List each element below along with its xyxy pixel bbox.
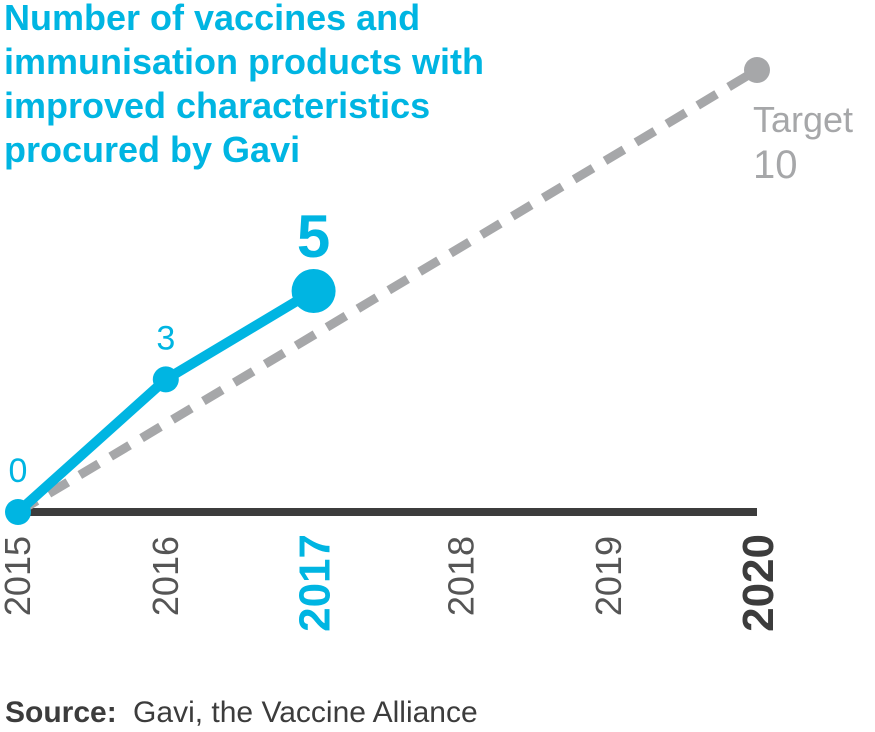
- x-tick-label: 2016: [145, 536, 186, 616]
- title-line: procured by Gavi: [4, 129, 300, 170]
- data-label: 0: [9, 452, 28, 490]
- target-value-label: 10: [753, 143, 798, 187]
- title-line: improved characteristics: [4, 85, 430, 126]
- x-tick-label: 2020: [734, 534, 783, 632]
- title-line: immunisation products with: [4, 41, 484, 82]
- source: Source: Gavi, the Vaccine Alliance: [5, 696, 478, 729]
- data-label: 5: [297, 203, 330, 270]
- target-label: Target: [753, 99, 853, 140]
- x-tick-label: 2017: [291, 534, 340, 632]
- source-label: Source:: [5, 696, 117, 729]
- target-point: [744, 57, 770, 83]
- data-label: 3: [156, 319, 175, 357]
- data-point: [291, 269, 336, 313]
- x-tick-label: 2019: [588, 536, 629, 616]
- data-point: [152, 366, 179, 393]
- x-tick-label: 2018: [440, 536, 481, 616]
- x-tick-label: 2015: [0, 536, 38, 616]
- title-line: Number of vaccines and: [4, 0, 420, 38]
- source-text: Gavi, the Vaccine Alliance: [133, 696, 478, 729]
- data-point: [5, 499, 31, 525]
